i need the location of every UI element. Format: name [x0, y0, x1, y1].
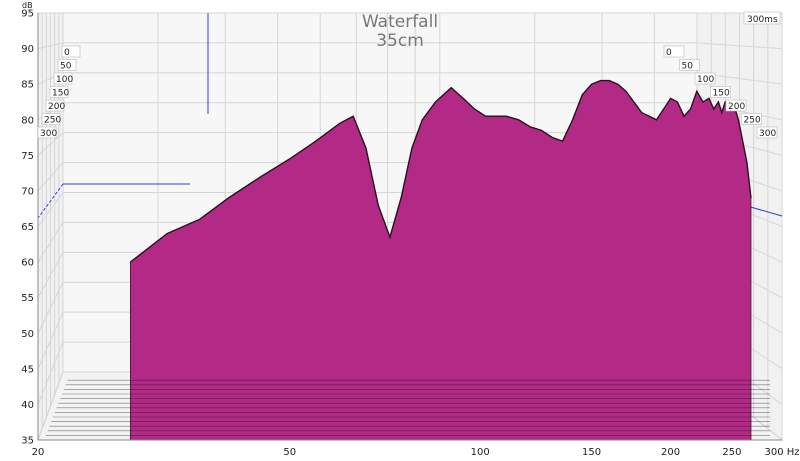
y-unit-label: dB — [22, 1, 33, 10]
y-tick-label: 70 — [21, 186, 34, 197]
y-tick-label: 55 — [21, 293, 34, 304]
time-label-right: 50 — [682, 62, 694, 72]
time-label-box — [57, 59, 77, 71]
time-label-box — [679, 59, 700, 71]
y-tick-label: 85 — [21, 80, 34, 91]
time-label-right: 150 — [713, 89, 730, 99]
time-label-box — [53, 72, 73, 85]
time-label-box — [694, 72, 716, 85]
time-label-box — [61, 45, 81, 58]
time-label-left: 250 — [44, 116, 61, 126]
time-label-box — [663, 45, 685, 58]
x-tick-label: 20 — [32, 447, 45, 458]
chart-subtitle: 35cm — [376, 31, 424, 51]
y-tick-label: 40 — [21, 400, 34, 411]
time-label-box — [49, 86, 69, 98]
y-tick-label: 80 — [21, 115, 34, 126]
time-label-left: 50 — [60, 62, 72, 72]
y-tick-label: 50 — [21, 329, 34, 340]
cursor-depth-left — [37, 183, 64, 219]
time-label-right: 250 — [744, 116, 761, 126]
y-tick-label: 65 — [21, 222, 34, 233]
y-tick-label: 45 — [21, 364, 34, 375]
x-tick-label: 300 Hz — [764, 447, 799, 458]
time-label-box — [37, 126, 57, 139]
time-label-left: 0 — [64, 48, 70, 58]
y-tick-label: 90 — [21, 44, 34, 55]
x-tick-label: 50 — [283, 447, 296, 458]
time-label-right: 100 — [697, 75, 714, 85]
time-label-box — [725, 99, 747, 112]
time-max-label: 300ms — [747, 15, 778, 25]
time-label-left: 300 — [40, 129, 57, 139]
waterfall-slices — [44, 79, 770, 441]
time-label-box — [45, 99, 65, 112]
time-label-box — [741, 113, 762, 125]
time-max-box — [743, 11, 781, 25]
y-tick-label: 60 — [21, 258, 34, 269]
time-label-box — [756, 126, 778, 139]
y-tick-label: 75 — [21, 151, 34, 162]
time-label-left: 100 — [56, 75, 73, 85]
time-label-left: 150 — [52, 89, 69, 99]
y-tick-label: 35 — [21, 436, 34, 447]
x-tick-label: 100 — [471, 447, 490, 458]
x-tick-label: 250 — [722, 447, 741, 458]
time-label-right: 200 — [728, 102, 745, 112]
x-tick-label: 200 — [661, 447, 680, 458]
front-response-line — [129, 79, 752, 263]
time-labels: 050100150200250300050100150200250300300m… — [37, 11, 781, 139]
time-label-right: 300 — [759, 129, 776, 139]
time-label-right: 0 — [666, 48, 672, 58]
time-label-box — [710, 86, 731, 98]
x-tick-label: 150 — [582, 447, 601, 458]
chart-title: Waterfall — [362, 12, 438, 32]
y-tick-label: 95 — [21, 9, 34, 20]
time-label-left: 200 — [48, 102, 65, 112]
time-label-box — [41, 113, 61, 125]
